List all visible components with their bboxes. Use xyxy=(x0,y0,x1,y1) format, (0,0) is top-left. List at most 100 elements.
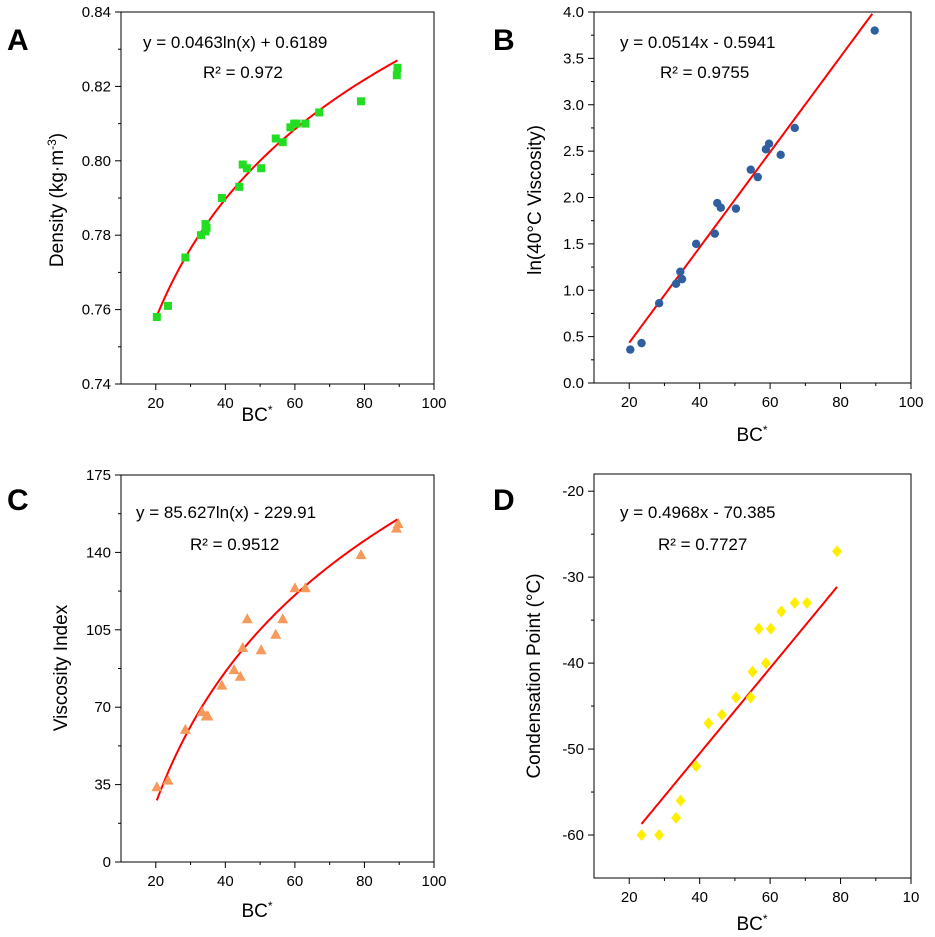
y-tick-label: 0.76 xyxy=(82,302,111,319)
axis-layer: 20 40 60 80 10 -60 -50 -40 -30 -20 xyxy=(562,483,919,906)
point-layer xyxy=(152,63,402,322)
data-point xyxy=(289,582,301,593)
axis-layer: 20 40 60 80 100 0.0 0.5 1.0 1.5 2.0 2.5 3.0 3.5 4.0 xyxy=(563,4,923,411)
x-tick-label: 40 xyxy=(691,889,708,906)
data-point xyxy=(216,679,228,690)
data-point xyxy=(152,313,161,322)
data-point xyxy=(677,274,687,284)
y-axis-title-end: ) xyxy=(47,133,68,139)
data-point xyxy=(196,231,205,240)
point-layer xyxy=(626,26,879,354)
x-tick-label: 80 xyxy=(356,395,373,412)
x-axis-title-main: BC xyxy=(241,405,267,426)
x-tick-label: 100 xyxy=(421,395,446,412)
data-point xyxy=(277,613,289,624)
data-point xyxy=(278,138,287,147)
x-tick-label: 60 xyxy=(287,873,304,890)
y-tick-label: 175 xyxy=(86,467,111,484)
data-point xyxy=(691,239,701,249)
x-tick-label: 10 xyxy=(903,889,920,906)
data-point xyxy=(654,829,665,842)
data-point xyxy=(746,165,755,174)
data-point xyxy=(710,229,720,238)
y-tick-label: 0 xyxy=(103,854,111,871)
panel-d: D 20 40 60 80 10 -60 -50 -40 -30 -20 y = 0.4968x … xyxy=(493,473,919,935)
data-point xyxy=(255,644,267,655)
data-point xyxy=(163,301,172,310)
data-point xyxy=(234,670,246,681)
x-tick-label: 40 xyxy=(217,873,234,890)
x-tick-label: 20 xyxy=(621,889,638,906)
data-point xyxy=(355,549,367,560)
data-point xyxy=(753,622,764,635)
x-tick-label: 80 xyxy=(356,873,373,890)
x-axis-title: BC* xyxy=(241,899,272,922)
data-point xyxy=(716,203,725,212)
y-tick-label: 35 xyxy=(94,777,111,794)
data-point xyxy=(217,194,226,202)
data-point xyxy=(162,774,174,785)
data-point xyxy=(636,829,647,842)
axis-layer: 20 40 60 80 100 0.74 0.76 0.78 0.80 0.82 0.84 xyxy=(82,4,447,412)
y-tick-label: 0.78 xyxy=(82,227,111,244)
y-axis-title: ln(40°C Viscosity) xyxy=(525,125,546,275)
data-point xyxy=(315,108,324,117)
x-axis-title: BC* xyxy=(736,912,767,935)
data-point xyxy=(730,691,741,704)
fit-line xyxy=(640,586,838,825)
y-axis-title-main: Density (kg·m xyxy=(47,150,68,267)
x-axis-title-sup: * xyxy=(763,423,768,437)
data-point xyxy=(870,26,879,35)
y-tick-label: 1.0 xyxy=(563,282,584,299)
point-layer xyxy=(151,518,404,792)
data-point xyxy=(235,182,244,191)
y-axis-title: Viscosity Index xyxy=(51,604,72,731)
x-tick-label: 80 xyxy=(832,394,849,411)
x-tick-label: 60 xyxy=(287,395,304,412)
x-axis-title-main: BC xyxy=(736,914,762,935)
x-tick-label: 100 xyxy=(898,394,923,411)
data-point xyxy=(626,345,635,354)
fit-layer xyxy=(154,59,398,319)
x-axis-title-sup: * xyxy=(763,912,768,926)
data-point xyxy=(764,139,774,148)
data-point xyxy=(776,605,787,618)
data-point xyxy=(776,150,785,160)
x-axis-title-main: BC xyxy=(736,425,762,446)
equation-text: y = 85.627ln(x) - 229.91 xyxy=(136,503,316,522)
data-point xyxy=(179,723,191,734)
data-point xyxy=(237,641,249,652)
x-tick-label: 40 xyxy=(691,394,708,411)
r-squared-text: R² = 0.9512 xyxy=(190,535,279,554)
plot-frame xyxy=(593,473,912,879)
y-tick-label: 0.80 xyxy=(82,153,111,170)
x-tick-label: 20 xyxy=(147,873,164,890)
equation-text: y = 0.4968x - 70.385 xyxy=(620,503,775,522)
r-squared-text: R² = 0.972 xyxy=(203,63,283,82)
y-axis-title: Density (kg·m-3) xyxy=(45,133,68,267)
y-tick-label: 0.0 xyxy=(563,375,584,392)
x-axis-title-main: BC xyxy=(241,901,267,922)
data-point xyxy=(790,123,799,133)
panel-letter: A xyxy=(7,24,29,57)
x-axis-title-sup: * xyxy=(268,403,273,417)
x-axis-title: BC* xyxy=(241,403,272,426)
y-tick-label: 3.5 xyxy=(563,50,584,67)
x-tick-label: 20 xyxy=(147,395,164,412)
panel-letter: B xyxy=(493,24,515,57)
panel-c: C 20 40 60 80 100 0 35 70 105 140 175 y = 85.627ln… xyxy=(7,467,447,922)
data-point xyxy=(292,119,301,128)
data-point xyxy=(789,596,800,609)
data-point xyxy=(299,582,311,593)
data-point xyxy=(676,267,685,276)
data-point xyxy=(703,717,714,730)
panel-b: B 20 40 60 80 100 0.0 0.5 1.0 1.5 2.0 2.5 3.0 3.5 4.0… xyxy=(493,4,924,446)
data-point xyxy=(671,811,682,824)
panel-letter: D xyxy=(493,484,515,517)
panel-a: A 20 40 60 80 100 0.74 0.76 0.78 0.80 0.82 0.84 y … xyxy=(7,4,447,426)
x-axis-title: BC* xyxy=(736,423,767,446)
x-tick-label: 80 xyxy=(832,889,849,906)
data-point xyxy=(270,628,282,639)
fit-layer xyxy=(628,13,874,344)
fit-line xyxy=(154,59,398,319)
